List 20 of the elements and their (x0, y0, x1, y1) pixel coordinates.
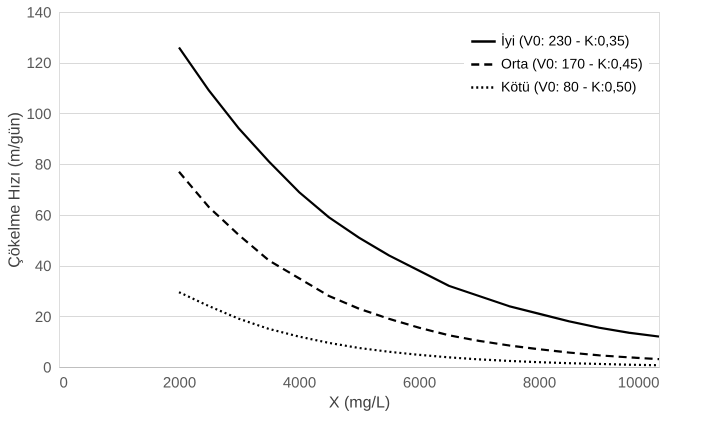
legend-label: İyi (V0: 230 - K:0,35) (501, 32, 630, 48)
y-tick-label: 20 (34, 308, 52, 326)
x-tick-label: 8000 (522, 374, 556, 392)
y-axis-title: Çökelme Hızı (m/gün) (6, 112, 24, 268)
y-tick-label: 140 (26, 4, 52, 22)
y-tick-label: 120 (26, 55, 52, 72)
y-tick-label: 80 (34, 156, 52, 174)
x-tick-label: 4000 (282, 374, 316, 392)
x-tick-label: 2000 (162, 374, 196, 392)
legend-label: Orta (V0: 170 - K:0,45) (501, 56, 643, 72)
y-tick-label: 0 (43, 360, 52, 376)
y-tick-label: 40 (34, 258, 52, 276)
x-tick-label: 6000 (402, 374, 436, 392)
line-series (178, 170, 660, 360)
x-tick-label: 0 (60, 374, 68, 392)
y-tick-label: 100 (26, 106, 52, 123)
x-axis-title: X (mg/L) (328, 394, 390, 412)
x-tick-label: 10000 (618, 374, 660, 392)
legend-label: Kötü (V0: 80 - K:0,50) (501, 78, 636, 94)
y-tick-label: 60 (34, 207, 52, 224)
